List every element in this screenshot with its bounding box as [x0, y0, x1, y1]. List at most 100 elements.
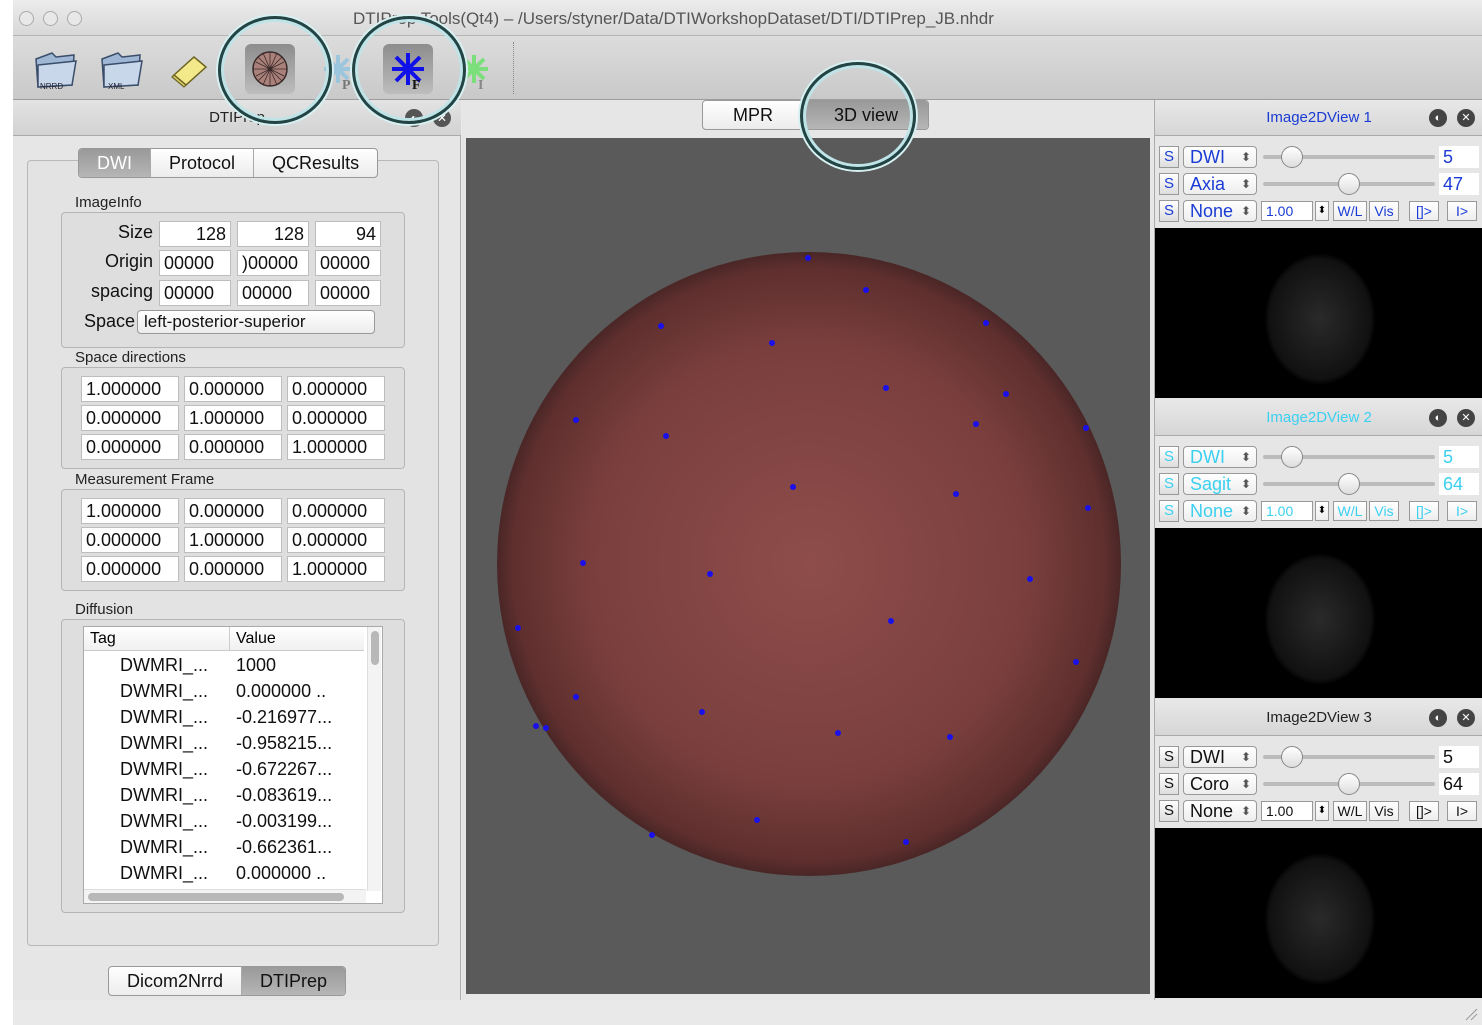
table-row[interactable]: DWMRI_... -0.672267... [84, 756, 364, 782]
value-column-header[interactable]: Value [229, 627, 276, 651]
view-slider-knob[interactable] [1281, 146, 1303, 168]
window-spinbox[interactable]: 1.00 [1261, 201, 1313, 221]
size-x-field[interactable]: 128 [159, 221, 231, 247]
slice-image[interactable] [1155, 228, 1482, 398]
space-direction-cell[interactable]: 0.000000 [81, 434, 179, 460]
table-row[interactable]: DWMRI_... -0.083619... [84, 782, 364, 808]
spin-arrows-icon[interactable]: ⬍ [1315, 201, 1329, 221]
table-row[interactable]: DWMRI_... -0.216977... [84, 704, 364, 730]
wl-button[interactable]: W/L [1333, 801, 1367, 821]
mode-combo[interactable]: None ⬍ [1183, 500, 1257, 522]
view-combo[interactable]: DWI ⬍ [1183, 146, 1257, 168]
tab-dtiprep[interactable]: DTIPrep [242, 967, 345, 995]
s-button[interactable]: S [1159, 173, 1179, 195]
view-combo[interactable]: DWI ⬍ [1183, 746, 1257, 768]
view-slider-value[interactable]: 5 [1439, 746, 1479, 768]
close-view-icon[interactable]: ✕ [1457, 409, 1475, 427]
space-direction-cell[interactable]: 1.000000 [287, 434, 385, 460]
spin-arrows-icon[interactable]: ⬍ [1315, 801, 1329, 821]
tag-column-header[interactable]: Tag [90, 627, 116, 651]
s-button[interactable]: S [1159, 446, 1179, 468]
origin-y-field[interactable]: )00000 [237, 250, 309, 276]
gradient-sphere-render[interactable] [466, 138, 1150, 994]
view-combo[interactable]: Sagit ⬍ [1183, 473, 1257, 495]
measurement-frame-cell[interactable]: 1.000000 [184, 527, 282, 553]
space-direction-cell[interactable]: 0.000000 [287, 376, 385, 402]
table-row[interactable]: DWMRI_... -0.958215... [84, 730, 364, 756]
float-view-icon[interactable]: ◐ [1429, 409, 1447, 427]
view-slider-knob[interactable] [1338, 773, 1360, 795]
s-button[interactable]: S [1159, 146, 1179, 168]
mode-combo[interactable]: None ⬍ [1183, 200, 1257, 222]
close-view-icon[interactable]: ✕ [1457, 109, 1475, 127]
open-xml-button[interactable]: XML [97, 44, 147, 94]
view-slider-value[interactable]: 5 [1439, 146, 1479, 168]
size-y-field[interactable]: 128 [237, 221, 309, 247]
float-dock-icon[interactable]: ◐ [405, 109, 423, 127]
fit-button[interactable]: []> [1409, 201, 1439, 221]
view-combo[interactable]: DWI ⬍ [1183, 446, 1257, 468]
wl-button[interactable]: W/L [1333, 501, 1367, 521]
vis-button[interactable]: Vis [1369, 501, 1399, 521]
s-button[interactable]: S [1159, 500, 1179, 522]
window-spinbox[interactable]: 1.00 [1261, 501, 1313, 521]
view-slider-knob[interactable] [1338, 173, 1360, 195]
measurement-frame-cell[interactable]: 0.000000 [184, 556, 282, 582]
tab-dwi[interactable]: DWI [79, 149, 151, 177]
vis-button[interactable]: Vis [1369, 801, 1399, 821]
measurement-frame-cell[interactable]: 1.000000 [287, 556, 385, 582]
s-button[interactable]: S [1159, 773, 1179, 795]
s-button[interactable]: S [1159, 800, 1179, 822]
tab-mpr[interactable]: MPR [703, 101, 804, 129]
vertical-scroll-thumb[interactable] [371, 631, 379, 665]
view-slider-value[interactable]: 64 [1439, 773, 1479, 795]
size-z-field[interactable]: 94 [315, 221, 381, 247]
resize-grip-icon[interactable] [1464, 1007, 1478, 1021]
close-view-icon[interactable]: ✕ [1457, 709, 1475, 727]
origin-z-field[interactable]: 00000 [315, 250, 381, 276]
edit-button[interactable] [165, 44, 215, 94]
s-button[interactable]: S [1159, 746, 1179, 768]
table-row[interactable]: DWMRI_... -0.003199... [84, 808, 364, 834]
open-nrrd-button[interactable]: NRRD [31, 44, 81, 94]
next-button[interactable]: I> [1447, 501, 1477, 521]
window-spinbox[interactable]: 1.00 [1261, 801, 1313, 821]
view-slider-value[interactable]: 47 [1439, 173, 1479, 195]
view-slider-value[interactable]: 64 [1439, 473, 1479, 495]
measurement-frame-cell[interactable]: 1.000000 [81, 498, 179, 524]
view-slider-knob[interactable] [1338, 473, 1360, 495]
table-row[interactable]: DWMRI_... 0.000000 .. [84, 678, 364, 704]
view-combo[interactable]: Axia ⬍ [1183, 173, 1257, 195]
minimize-window-button[interactable] [43, 11, 58, 26]
space-direction-cell[interactable]: 1.000000 [184, 405, 282, 431]
s-button[interactable]: S [1159, 200, 1179, 222]
spacing-z-field[interactable]: 00000 [315, 280, 381, 306]
sphere-view-button[interactable] [245, 44, 295, 94]
s-button[interactable]: S [1159, 473, 1179, 495]
protocol-button[interactable]: P [313, 44, 363, 94]
table-row[interactable]: DWMRI_... 0.000000 .. [84, 860, 364, 886]
next-button[interactable]: I> [1447, 201, 1477, 221]
float-view-icon[interactable]: ◐ [1429, 109, 1447, 127]
next-button[interactable]: I> [1447, 801, 1477, 821]
fit-button[interactable]: []> [1409, 801, 1439, 821]
tab-dicom2nrrd[interactable]: Dicom2Nrrd [109, 967, 242, 995]
close-dock-icon[interactable]: ✕ [433, 109, 451, 127]
3d-viewport[interactable] [466, 138, 1150, 994]
space-direction-cell[interactable]: 0.000000 [287, 405, 385, 431]
diffusion-table[interactable]: Tag Value DWMRI_... 1000 DWMRI_... 0.000000… [83, 626, 383, 904]
mode-combo[interactable]: None ⬍ [1183, 800, 1257, 822]
measurement-frame-cell[interactable]: 0.000000 [81, 556, 179, 582]
spacing-y-field[interactable]: 00000 [237, 280, 309, 306]
measurement-frame-cell[interactable]: 0.000000 [81, 527, 179, 553]
space-combo[interactable]: left-posterior-superior [137, 310, 375, 334]
vis-button[interactable]: Vis [1369, 201, 1399, 221]
zoom-window-button[interactable] [67, 11, 82, 26]
fit-button[interactable]: []> [1409, 501, 1439, 521]
float-view-icon[interactable]: ◐ [1429, 709, 1447, 727]
view-slider-knob[interactable] [1281, 446, 1303, 468]
measurement-frame-cell[interactable]: 0.000000 [287, 498, 385, 524]
table-horizontal-scrollbar[interactable] [84, 889, 366, 903]
space-direction-cell[interactable]: 0.000000 [184, 376, 282, 402]
view-slider-knob[interactable] [1281, 746, 1303, 768]
